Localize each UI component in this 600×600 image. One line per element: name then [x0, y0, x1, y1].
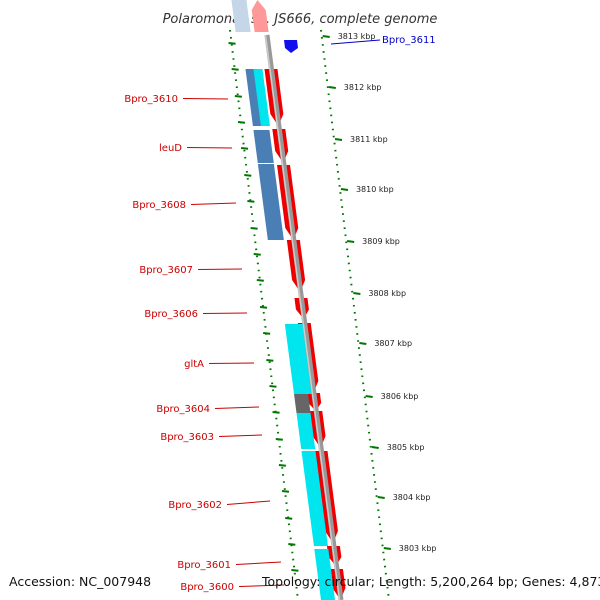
guide-dash — [228, 42, 236, 45]
gene-labels: Bpro_3610 leuD Bpro_3608 Bpro_3607 Bpro_3606… — [124, 94, 285, 593]
guide-dash — [288, 543, 296, 546]
cds-cyan-3[interactable] — [296, 413, 316, 449]
accession-text: Accession: NC_007948 — [9, 574, 152, 589]
tick-label: 3804 kbp — [393, 493, 431, 502]
tick-label: 3810 kbp — [356, 185, 394, 194]
guide-dash — [259, 306, 268, 309]
label-leader — [208, 362, 255, 364]
gene-label[interactable]: Bpro_3606 — [144, 309, 198, 320]
guide-dash — [234, 95, 242, 98]
guide-dash — [244, 174, 252, 177]
backbone-shade — [264, 34, 341, 600]
guide-dash — [291, 569, 299, 572]
label-leader — [238, 584, 285, 587]
gene-label[interactable]: Bpro_3601 — [177, 560, 231, 571]
label-leader — [190, 202, 237, 205]
highlight-gene-marker[interactable] — [284, 40, 298, 53]
kbp-ticks: 3813 kbp 3812 kbp 3811 kbp 3810 kbp 3809 kbp… — [322, 32, 437, 553]
label-leader — [182, 98, 229, 100]
tick-label: 3812 kbp — [344, 83, 382, 92]
gene-label[interactable]: Bpro_3602 — [168, 500, 222, 511]
tick-mark — [365, 395, 373, 398]
tick-mark — [340, 188, 349, 191]
tick-mark — [347, 240, 355, 243]
guide-dash — [272, 411, 280, 414]
gene-label[interactable]: Bpro_3608 — [132, 200, 186, 211]
tick-label: 3806 kbp — [381, 392, 419, 401]
cds-steel-2[interactable] — [253, 130, 274, 163]
highlight-leader — [330, 39, 381, 45]
cds-cyan-2[interactable] — [284, 324, 313, 394]
guide-dash — [285, 517, 293, 520]
guide-dash — [263, 332, 271, 335]
label-leader — [197, 268, 243, 270]
tick-label: 3813 kbp — [338, 32, 376, 41]
genome-backbone — [264, 34, 344, 600]
label-leader — [202, 312, 248, 314]
guide-dash — [281, 490, 290, 493]
tick-mark — [334, 138, 343, 141]
tick-label: 3809 kbp — [362, 237, 400, 246]
guide-dash — [266, 359, 274, 362]
highlight-gene[interactable]: Bpro_3611 — [284, 35, 436, 53]
tick-mark — [322, 35, 330, 38]
label-leader — [214, 406, 260, 409]
cds-steel-3[interactable] — [257, 164, 284, 240]
guide-dash — [231, 68, 239, 71]
guide-dash — [237, 121, 246, 124]
backbone-line — [264, 34, 344, 600]
label-leader — [226, 500, 271, 505]
tick-mark — [353, 292, 361, 295]
label-leader — [235, 561, 282, 565]
guide-dash — [253, 253, 261, 256]
guide-dash — [250, 227, 258, 230]
tick-label: 3808 kbp — [368, 289, 406, 298]
label-leader — [186, 147, 233, 149]
tick-label: 3803 kbp — [399, 544, 437, 553]
cds-steel-1[interactable] — [245, 69, 262, 126]
tick-mark — [359, 342, 367, 345]
cds-top-steel[interactable] — [231, 0, 251, 32]
topology-text: Topology: circular; Length: 5,200,264 bp… — [262, 574, 600, 589]
gene-label[interactable]: Bpro_3610 — [124, 94, 178, 105]
gene-label[interactable]: Bpro_3607 — [139, 265, 193, 276]
cds-cyan-4[interactable] — [301, 451, 328, 546]
guide-dash — [240, 147, 249, 150]
cds-cyan-1[interactable] — [253, 69, 270, 126]
label-leader — [218, 434, 263, 437]
gene-label[interactable]: leuD — [159, 143, 182, 154]
tick-label: 3807 kbp — [374, 339, 412, 348]
cds-cyan-5[interactable] — [314, 549, 335, 600]
gene-top-reverse[interactable] — [251, 0, 269, 32]
dotted-guides — [228, 29, 390, 600]
tick-mark — [383, 547, 391, 550]
map-title: Polaromonas sp. JS666, complete genome — [163, 12, 438, 27]
gene-label[interactable]: Bpro_3604 — [156, 404, 210, 415]
cds-gray-1[interactable] — [294, 394, 311, 413]
tick-mark — [377, 496, 385, 499]
gene-label[interactable]: Bpro_3600 — [180, 582, 234, 593]
tick-label: 3805 kbp — [387, 443, 425, 452]
guide-dash — [256, 279, 264, 282]
guide-dash — [269, 385, 277, 388]
gene-label[interactable]: Bpro_3603 — [160, 432, 214, 443]
gene-label[interactable]: gltA — [184, 359, 204, 370]
highlight-gene-label[interactable]: Bpro_3611 — [382, 35, 436, 46]
guide-dash — [247, 200, 255, 203]
tick-label: 3811 kbp — [350, 135, 388, 144]
tick-mark — [328, 86, 336, 89]
tick-mark — [371, 446, 379, 449]
guide-dash — [278, 464, 287, 467]
guide-dash — [275, 438, 283, 441]
